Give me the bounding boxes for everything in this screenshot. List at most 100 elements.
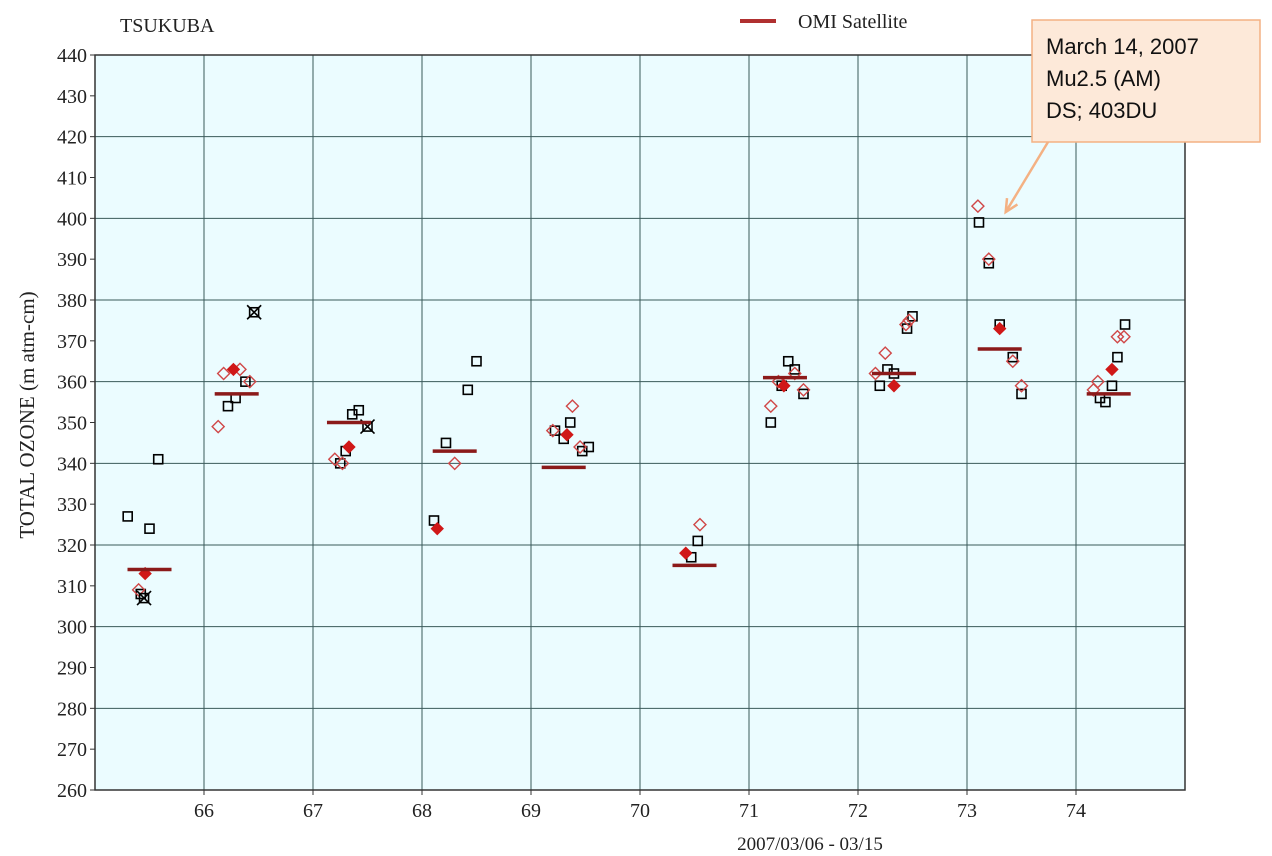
square-point — [240, 376, 251, 387]
annotation-line-1: March 14, 2007 — [1046, 34, 1199, 59]
square-point — [1112, 351, 1123, 363]
y-tick-label: 420 — [57, 127, 87, 149]
filled-diamond-point — [679, 546, 693, 560]
square-point — [1016, 388, 1027, 400]
y-tick-label: 400 — [57, 208, 87, 230]
open-diamond-point — [1014, 378, 1029, 393]
square-point — [765, 417, 777, 428]
open-diamond-point — [335, 456, 350, 471]
open-diamond-point — [565, 399, 580, 414]
y-tick-label: 290 — [57, 658, 87, 680]
annotation-arrow-shaft — [1004, 141, 1050, 213]
y-tick-label: 440 — [57, 45, 87, 67]
open-diamond-point — [327, 452, 342, 467]
y-tick-label: 300 — [57, 617, 87, 639]
grid-lines — [95, 55, 1185, 790]
open-diamond-point — [242, 374, 257, 389]
open-diamond-point — [545, 423, 560, 438]
square-point — [1007, 351, 1019, 363]
open-diamond-point — [868, 366, 883, 381]
data-marks — [122, 199, 1131, 606]
square-point — [1119, 319, 1131, 330]
y-tick-label: 430 — [57, 86, 87, 108]
square-point — [983, 257, 995, 269]
y-tick-label: 360 — [57, 372, 87, 394]
y-tick-label: 270 — [57, 739, 87, 761]
open-diamond-point — [981, 252, 996, 267]
square-point — [692, 535, 704, 547]
x-axis-label: 2007/03/06 - 03/15 — [737, 834, 883, 855]
open-diamond-point — [1005, 354, 1020, 369]
y-tick-label: 260 — [57, 780, 87, 802]
y-tick-label: 390 — [57, 249, 87, 271]
open-diamond-point — [787, 366, 802, 381]
legend: OMI Satellite — [740, 11, 908, 33]
square-point — [428, 515, 440, 526]
square-point — [462, 384, 474, 396]
y-tick-label: 340 — [57, 453, 87, 475]
square-point — [144, 523, 155, 534]
square-point — [564, 417, 576, 428]
filled-diamond-point — [777, 379, 791, 393]
open-diamond-point — [796, 382, 811, 397]
square-point — [583, 441, 595, 453]
y-tick-label: 280 — [57, 698, 87, 720]
y-tick-label: 380 — [57, 290, 87, 312]
open-diamond-point — [211, 419, 226, 434]
square-point — [874, 380, 886, 392]
open-diamond-point — [898, 317, 913, 332]
legend-label-omi: OMI Satellite — [798, 11, 908, 33]
square-point — [471, 355, 482, 367]
open-diamond-point — [216, 366, 231, 381]
y-tick-label: 330 — [57, 494, 87, 516]
square-point — [798, 388, 809, 400]
open-diamond-point — [573, 440, 588, 454]
filled-diamond-point — [560, 428, 574, 442]
annotation: March 14, 2007 Mu2.5 (AM) DS; 403DU — [1004, 19, 1261, 215]
square-point — [122, 511, 133, 522]
open-diamond-point — [771, 374, 786, 389]
open-diamond-point — [1110, 329, 1125, 344]
axes: 260 270 280 290 300 310 320 330 340 350 360 370 380 3… — [57, 45, 1186, 822]
filled-diamond-point — [992, 321, 1007, 336]
crossed-square-point — [136, 590, 152, 606]
square-point — [1100, 396, 1111, 408]
annotation-arrow-head — [1004, 198, 1019, 215]
filled-diamond-point — [430, 521, 444, 536]
open-diamond-point — [447, 456, 462, 471]
open-diamond-point — [763, 399, 778, 414]
square-point — [973, 217, 985, 228]
x-tick-label: 67 — [303, 800, 323, 822]
open-diamond-point — [878, 346, 893, 361]
square-point — [353, 404, 365, 416]
station-label: TSUKUBA — [120, 15, 215, 37]
open-diamond-point — [1116, 329, 1131, 344]
annotation-line-3: DS; 403DU — [1046, 98, 1157, 123]
y-tick-label: 310 — [57, 576, 87, 598]
filled-diamond-point — [342, 440, 356, 454]
open-diamond-point — [1090, 374, 1105, 389]
square-point — [152, 453, 164, 465]
square-point — [222, 400, 234, 412]
open-diamond-point — [970, 199, 985, 214]
x-tick-label: 71 — [739, 800, 759, 822]
x-tick-label: 72 — [848, 800, 868, 822]
x-tick-label: 70 — [630, 800, 650, 822]
crossed-square-point — [246, 304, 262, 320]
x-tick-label: 66 — [194, 800, 214, 822]
y-tick-label: 370 — [57, 331, 87, 353]
annotation-box — [1031, 19, 1261, 143]
square-point — [789, 364, 801, 375]
y-tick-label: 350 — [57, 413, 87, 435]
annotation-line-2: Mu2.5 (AM) — [1046, 66, 1161, 91]
square-point — [782, 355, 794, 367]
x-tick-label: 68 — [412, 800, 432, 822]
filled-diamond-point — [1105, 362, 1119, 377]
x-tick-label: 74 — [1066, 800, 1086, 822]
open-diamond-point — [902, 313, 917, 328]
y-axis-label: TOTAL OZONE (m atm-cm) — [15, 291, 39, 538]
square-point — [440, 437, 452, 449]
filled-diamond-point — [887, 379, 901, 393]
open-diamond-point — [692, 517, 707, 532]
